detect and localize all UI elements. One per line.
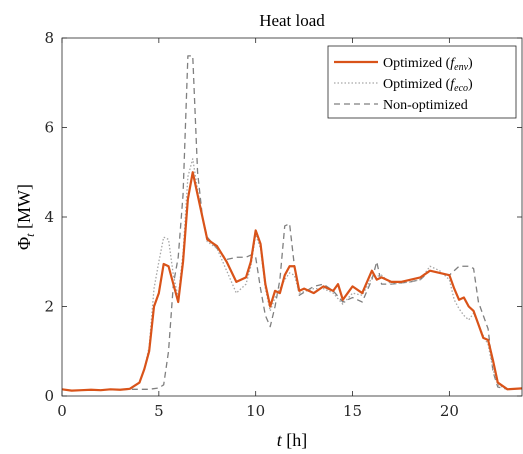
x-tick-label-10: 10: [246, 402, 265, 420]
x-tick-label-20: 20: [440, 402, 459, 420]
legend-label-var-1: f: [450, 77, 456, 92]
y-tick-label-6: 6: [44, 119, 54, 137]
axis-ticks: 0 5 10 15 20 0 2 4 6 8: [44, 29, 522, 420]
legend-label-var-0: f: [450, 56, 456, 71]
legend-label-sub-1: eco: [454, 83, 468, 94]
y-axis-label-unit: [MW]: [14, 184, 34, 233]
x-axis-label-unit: [h]: [282, 430, 308, 450]
svg-text:t [h]: t [h]: [277, 430, 308, 450]
legend-label-2: Non-optimized: [383, 98, 468, 113]
x-axis-label-var: t: [277, 430, 283, 450]
legend-label-base-2: Non-optimized: [383, 98, 468, 113]
series-lines: [61, 55, 523, 392]
legend-label-base-1: Optimized (: [383, 77, 451, 92]
chart-title: Heat load: [259, 11, 325, 30]
legend-box: [327, 45, 517, 119]
y-axis-label: Φt [MW]: [14, 184, 37, 250]
y-tick-label-8: 8: [44, 29, 54, 47]
y-axis-label-symbol: Φ: [14, 237, 34, 250]
y-tick-label-0: 0: [44, 387, 54, 405]
x-tick-label-15: 15: [343, 402, 362, 420]
x-tick-label-0: 0: [57, 402, 67, 420]
legend-label-end-1: ): [468, 77, 473, 92]
legend: Optimized (fenv)Optimized (feco)Non-opti…: [327, 45, 517, 119]
series-line-0: [61, 171, 523, 392]
legend-label-base-0: Optimized (: [383, 56, 451, 71]
svg-text:Φt [MW]: Φt [MW]: [14, 184, 37, 250]
y-axis-label-subscript: t: [23, 233, 37, 237]
x-axis-label: t [h]: [277, 430, 308, 450]
legend-label-0: Optimized (fenv): [383, 56, 473, 73]
legend-label-1: Optimized (feco): [383, 77, 473, 94]
y-tick-label-2: 2: [44, 298, 54, 316]
y-tick-label-4: 4: [44, 208, 54, 226]
legend-label-end-0: ): [468, 56, 473, 71]
x-tick-label-5: 5: [154, 402, 164, 420]
legend-label-sub-0: env: [454, 62, 468, 73]
